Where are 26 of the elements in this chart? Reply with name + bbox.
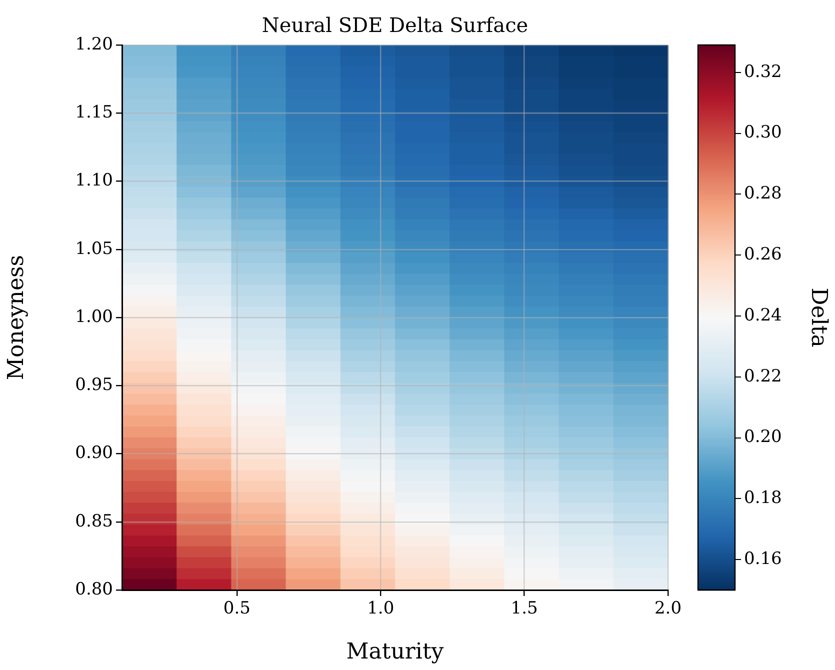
color-bar-label: 0.20 (744, 427, 782, 448)
color-bar-label: 0.18 (744, 488, 782, 508)
y-tick-label: 0.90 (75, 443, 113, 464)
y-axis-title: Moneyness (4, 254, 29, 380)
color-bar-label: 0.16 (744, 548, 782, 569)
color-bar-title: Delta (806, 288, 832, 348)
x-tick-label: 2.0 (654, 598, 682, 619)
x-axis-title: Maturity (346, 640, 444, 665)
x-tick-label: 1.0 (367, 598, 394, 619)
y-tick-label: 1.10 (75, 170, 113, 191)
color-bar-label: 0.24 (744, 305, 782, 326)
x-tick-label: 1.5 (510, 598, 538, 619)
y-tick-label: 1.20 (75, 34, 113, 54)
color-bar-label: 0.30 (744, 122, 782, 143)
y-tick-label: 1.00 (75, 306, 113, 327)
chart-title: Neural SDE Delta Surface (262, 13, 528, 38)
y-tick-label: 1.15 (75, 102, 113, 123)
y-tick-label: 1.05 (75, 238, 113, 259)
color-bar-label: 0.32 (744, 62, 782, 82)
y-tick-label: 0.85 (75, 511, 113, 532)
color-bar-label: 0.22 (744, 366, 782, 386)
color-bar-label: 0.28 (744, 184, 782, 204)
y-tick-label: 0.95 (75, 375, 113, 396)
x-tick-label: 0.5 (223, 598, 250, 619)
y-tick-label: 0.80 (75, 579, 113, 600)
color-bar-label: 0.26 (744, 244, 782, 265)
